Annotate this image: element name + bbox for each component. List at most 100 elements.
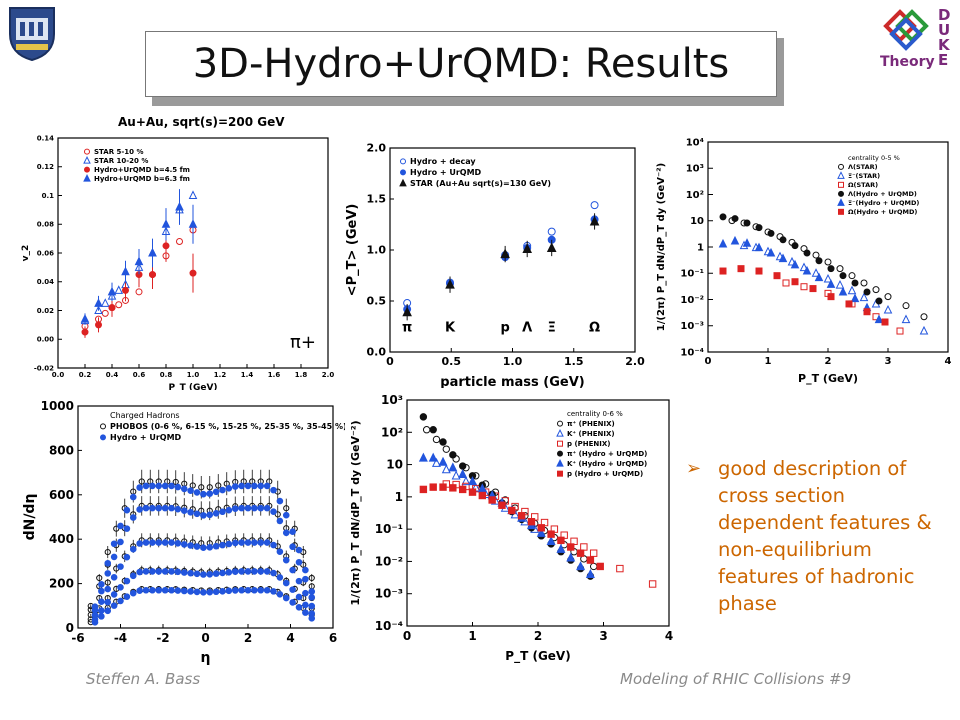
data-point [244, 504, 252, 512]
data-point [200, 490, 207, 498]
arrow-bullet-icon: ➢ [686, 458, 702, 479]
data-point [155, 482, 163, 490]
data-point [193, 489, 201, 496]
data-point [110, 602, 118, 609]
data-point [104, 607, 112, 615]
identified-spectra-panel: 0 1 2 3 4 10³ 10² 10 1 10⁻¹ 10⁻² 10⁻³ 10⁻⁴ P_T (GeV) 1… [345, 388, 685, 670]
y-axis-label: dN/dη [22, 494, 38, 541]
data-point [847, 285, 857, 295]
data-point [138, 478, 145, 485]
data-point [791, 278, 799, 286]
data-point [257, 539, 265, 546]
y-tick-label: 10⁻⁴ [680, 347, 704, 358]
data-point [176, 238, 183, 245]
data-point [576, 561, 586, 571]
data-point [308, 588, 316, 595]
data-point [172, 478, 179, 486]
data-point [295, 546, 303, 554]
data-point [851, 279, 859, 287]
data-point [136, 568, 143, 576]
duke-theory-logo: D U K E Theory [876, 4, 956, 70]
x-tick-label: 1.8 [295, 371, 308, 379]
data-point [161, 586, 169, 594]
data-point [812, 251, 820, 259]
data-point [295, 593, 303, 601]
legend-title: Charged Hadrons [110, 411, 180, 420]
data-point [104, 598, 112, 606]
data-point [295, 577, 303, 585]
data-point [180, 569, 188, 576]
legend-label: K⁺ (PHENIX) [567, 430, 615, 438]
data-point [225, 540, 233, 548]
data-point [206, 490, 214, 497]
legend-marker [557, 450, 563, 457]
y-tick-label: 10⁻² [375, 554, 403, 568]
data-point [863, 288, 871, 296]
legend-label: Ξ⁻(Hydro + UrQMD) [848, 199, 919, 207]
data-point [81, 328, 89, 336]
data-point [136, 540, 143, 547]
data-point [193, 510, 201, 518]
plot-frame [406, 399, 670, 627]
data-point [193, 588, 201, 596]
data-point [225, 506, 233, 514]
data-point [432, 435, 441, 444]
y-axis-label: <P_T> (GeV) [345, 204, 360, 297]
data-point [200, 512, 207, 519]
logo-letter-k: K [938, 36, 951, 54]
y-tick-label: 10³ [686, 164, 704, 175]
data-point [839, 272, 847, 280]
x-tick-label: 2 [825, 356, 832, 367]
x-tick-label: 4 [945, 356, 952, 367]
data-point [458, 485, 467, 494]
x-axis-label: particle mass (GeV) [440, 375, 584, 390]
data-point [129, 589, 137, 597]
data-point [754, 242, 764, 252]
data-point [251, 539, 258, 546]
data-point [161, 504, 169, 512]
legend-label: p (PHENIX) [567, 440, 610, 448]
dndeta-chart-panel: -6 -4 -2 0 2 4 6 0 200 400 600 800 1000 η dN/dη Charged… [20, 398, 345, 668]
data-point [429, 483, 437, 491]
data-point [449, 484, 457, 492]
data-point [282, 579, 290, 587]
x-tick-label: 1.5 [564, 355, 584, 368]
data-point [189, 269, 197, 277]
data-point [276, 517, 284, 525]
legend-label: Ω(Hydro + UrQMD) [848, 208, 917, 216]
data-point [115, 301, 123, 309]
data-point [231, 483, 239, 490]
data-point [439, 483, 447, 491]
data-point [219, 486, 226, 494]
data-point [731, 215, 739, 223]
legend-title: centrality 0-5 % [848, 154, 900, 162]
footer-talk-info: Modeling of RHIC Collisions #9 [620, 670, 852, 688]
data-point [546, 535, 556, 546]
x-tick-label: -2 [156, 631, 169, 645]
data-point [206, 484, 213, 491]
y-tick-label: 1.5 [367, 193, 387, 206]
data-point [108, 304, 116, 312]
x-tick-label: 0 [705, 356, 712, 367]
data-point [566, 552, 576, 562]
legend-label: STAR 5-10 % [94, 148, 144, 156]
data-point [860, 279, 868, 287]
bullet-point: ➢ good description of cross section depe… [686, 455, 953, 617]
data-point [263, 482, 271, 490]
data-point [114, 285, 124, 294]
data-point [590, 201, 599, 210]
x-tick-label: 1 [765, 356, 772, 367]
data-point [585, 568, 595, 578]
legend-marker [84, 148, 90, 155]
y-tick-label: 10⁻¹ [375, 522, 403, 536]
data-point [920, 313, 928, 321]
data-point [308, 574, 315, 582]
data-point [91, 619, 99, 626]
x-tick-label: 0.5 [442, 355, 462, 368]
data-point [850, 293, 860, 303]
data-point [522, 243, 533, 253]
x-tick-label: 4 [286, 631, 294, 645]
data-point [276, 548, 284, 555]
data-point [901, 314, 911, 324]
data-point [616, 564, 624, 573]
